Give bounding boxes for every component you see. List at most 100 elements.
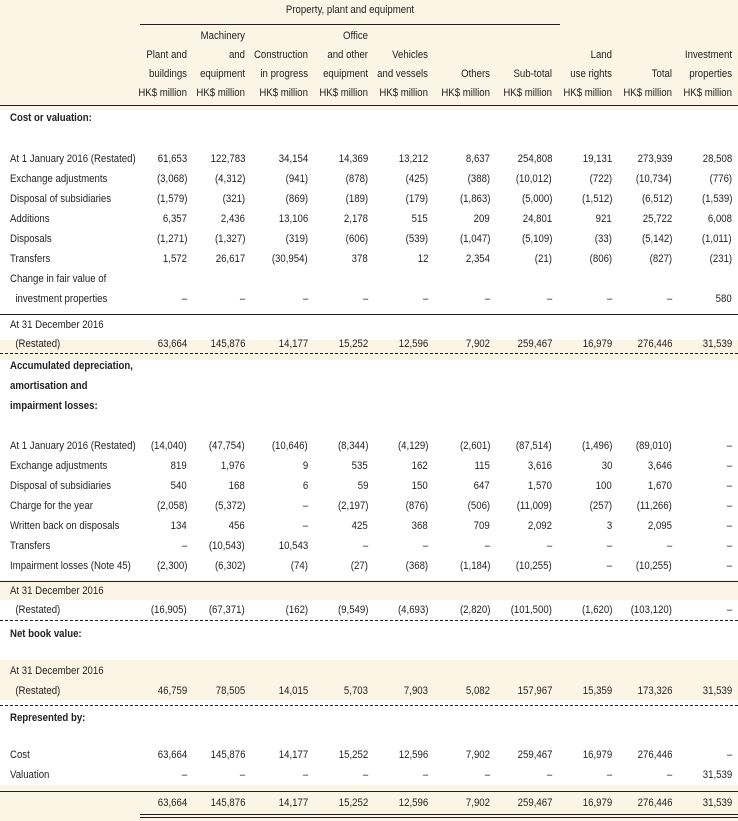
row-label: At 1 January 2016 (Restated) <box>10 153 136 165</box>
column-header-line: Vehicles <box>392 49 428 61</box>
table-cell: (1,327) <box>214 233 245 245</box>
heading-underline <box>140 24 560 25</box>
table-cell: – <box>302 769 308 781</box>
table-cell: – <box>181 293 187 305</box>
section-label: impairment losses: <box>10 400 98 412</box>
double-rule <box>140 817 738 818</box>
table-cell: (722) <box>589 173 612 185</box>
table-cell: 14,369 <box>338 153 368 165</box>
column-header: Sub-total HK$ million <box>475 65 552 103</box>
table-cell: (21) <box>534 253 552 265</box>
row-label: Charge for the year <box>10 500 93 512</box>
column-header-line: HK$ million <box>379 87 428 99</box>
column-header-line: equipment <box>323 68 368 80</box>
table-row: Transfers 1,572 26,617 (30,954) 378 12 2,354 (2… <box>0 250 738 270</box>
table-cell: (368) <box>405 560 428 572</box>
table-row: Valuation – – – – – – – – – 31,539 <box>0 766 738 786</box>
table-cell: 425 <box>351 520 368 532</box>
column-header: Construction in progress HK$ million <box>231 46 308 103</box>
table-cell: 8,637 <box>465 153 490 165</box>
table-cell: (103,120) <box>630 604 672 616</box>
table-cell: 7,902 <box>465 338 490 350</box>
table-cell: 1,572 <box>162 253 187 265</box>
table-cell: – <box>726 440 732 452</box>
table-cell: 7,902 <box>465 749 490 761</box>
table-cell: 3 <box>606 520 612 532</box>
table-cell: 10,543 <box>278 540 308 552</box>
table-cell: – <box>362 769 368 781</box>
column-header-line: properties <box>689 68 732 80</box>
table-cell: 63,664 <box>157 797 187 809</box>
table-cell: (231) <box>709 253 732 265</box>
row-label: At 31 December 2016 <box>10 665 104 677</box>
column-header: Vehicles and vessels HK$ million <box>351 46 428 103</box>
dashed-rule <box>0 353 738 354</box>
table-cell: 15,252 <box>338 749 368 761</box>
table-cell: (10,255) <box>516 560 552 572</box>
band-row <box>0 660 738 700</box>
table-cell: 6,357 <box>162 213 187 225</box>
column-header: Total HK$ million <box>595 65 672 103</box>
table-cell: – <box>239 293 245 305</box>
table-cell: 19,131 <box>582 153 612 165</box>
table-cell: 28,508 <box>702 153 732 165</box>
table-cell: (87,514) <box>516 440 552 452</box>
table-cell: 273,939 <box>637 153 672 165</box>
column-header-line: and other <box>327 49 368 61</box>
column-header-line: and vessels <box>377 68 428 80</box>
table-cell: (2,601) <box>459 440 490 452</box>
row-label: investment properties <box>10 293 108 305</box>
table-cell: 145,876 <box>210 749 245 761</box>
table-cell: – <box>606 540 612 552</box>
column-header-line: equipment <box>200 68 245 80</box>
table-cell: – <box>239 769 245 781</box>
table-cell: 162 <box>411 460 428 472</box>
table-cell: 535 <box>351 460 368 472</box>
column-header: Land use rights HK$ million <box>535 46 612 103</box>
dashed-rule <box>0 620 738 621</box>
table-cell: (6,512) <box>641 193 672 205</box>
row-label: Change in fair value of <box>10 273 107 285</box>
table-cell: – <box>546 769 552 781</box>
table-row: Written back on disposals 134 456 – 425 368 70… <box>0 517 738 537</box>
table-cell: (1,496) <box>581 440 612 452</box>
table-cell: 12,596 <box>398 749 428 761</box>
table-cell: – <box>606 560 612 572</box>
row-label: Impairment losses (Note 45) <box>10 560 131 572</box>
row-label: Disposal of subsidiaries <box>10 193 112 205</box>
table-cell: 7,903 <box>403 685 428 697</box>
row-label: Additions <box>10 213 50 225</box>
table-cell: (4,312) <box>214 173 245 185</box>
table-cell: (5,372) <box>214 500 245 512</box>
table-cell: 3,646 <box>647 460 672 472</box>
row-label: Disposals <box>10 233 52 245</box>
table-cell: 31,539 <box>702 685 732 697</box>
table-cell: (10,646) <box>272 440 308 452</box>
table-cell: 5,082 <box>465 685 490 697</box>
table-cell: – <box>422 293 428 305</box>
table-cell: 12,596 <box>398 338 428 350</box>
table-cell: (5,142) <box>641 233 672 245</box>
row-label: (Restated) <box>10 604 61 616</box>
table-cell: 647 <box>473 480 490 492</box>
column-header-line: Office <box>343 30 368 42</box>
table-row: (Restated) (16,905) (67,371) (162) (9,549) (4… <box>0 601 738 621</box>
column-header-line: HK$ million <box>563 87 612 99</box>
section-rule <box>0 314 738 315</box>
table-cell: 26,617 <box>215 253 245 265</box>
section-rule <box>0 581 738 582</box>
table-cell: (321) <box>222 193 245 205</box>
table-cell: (1,620) <box>581 604 612 616</box>
table-cell: (2,820) <box>459 604 490 616</box>
table-cell: 173,326 <box>637 685 672 697</box>
table-cell: – <box>302 500 308 512</box>
section-label: Cost or valuation: <box>10 112 92 124</box>
table-cell: 59 <box>357 480 368 492</box>
column-header-line: HK$ million <box>319 87 368 99</box>
table-cell: – <box>726 540 732 552</box>
table-cell: 25,722 <box>642 213 672 225</box>
table-cell: 16,979 <box>582 797 612 809</box>
table-cell: 16,979 <box>582 338 612 350</box>
table-cell: 14,015 <box>278 685 308 697</box>
table-cell: – <box>726 500 732 512</box>
